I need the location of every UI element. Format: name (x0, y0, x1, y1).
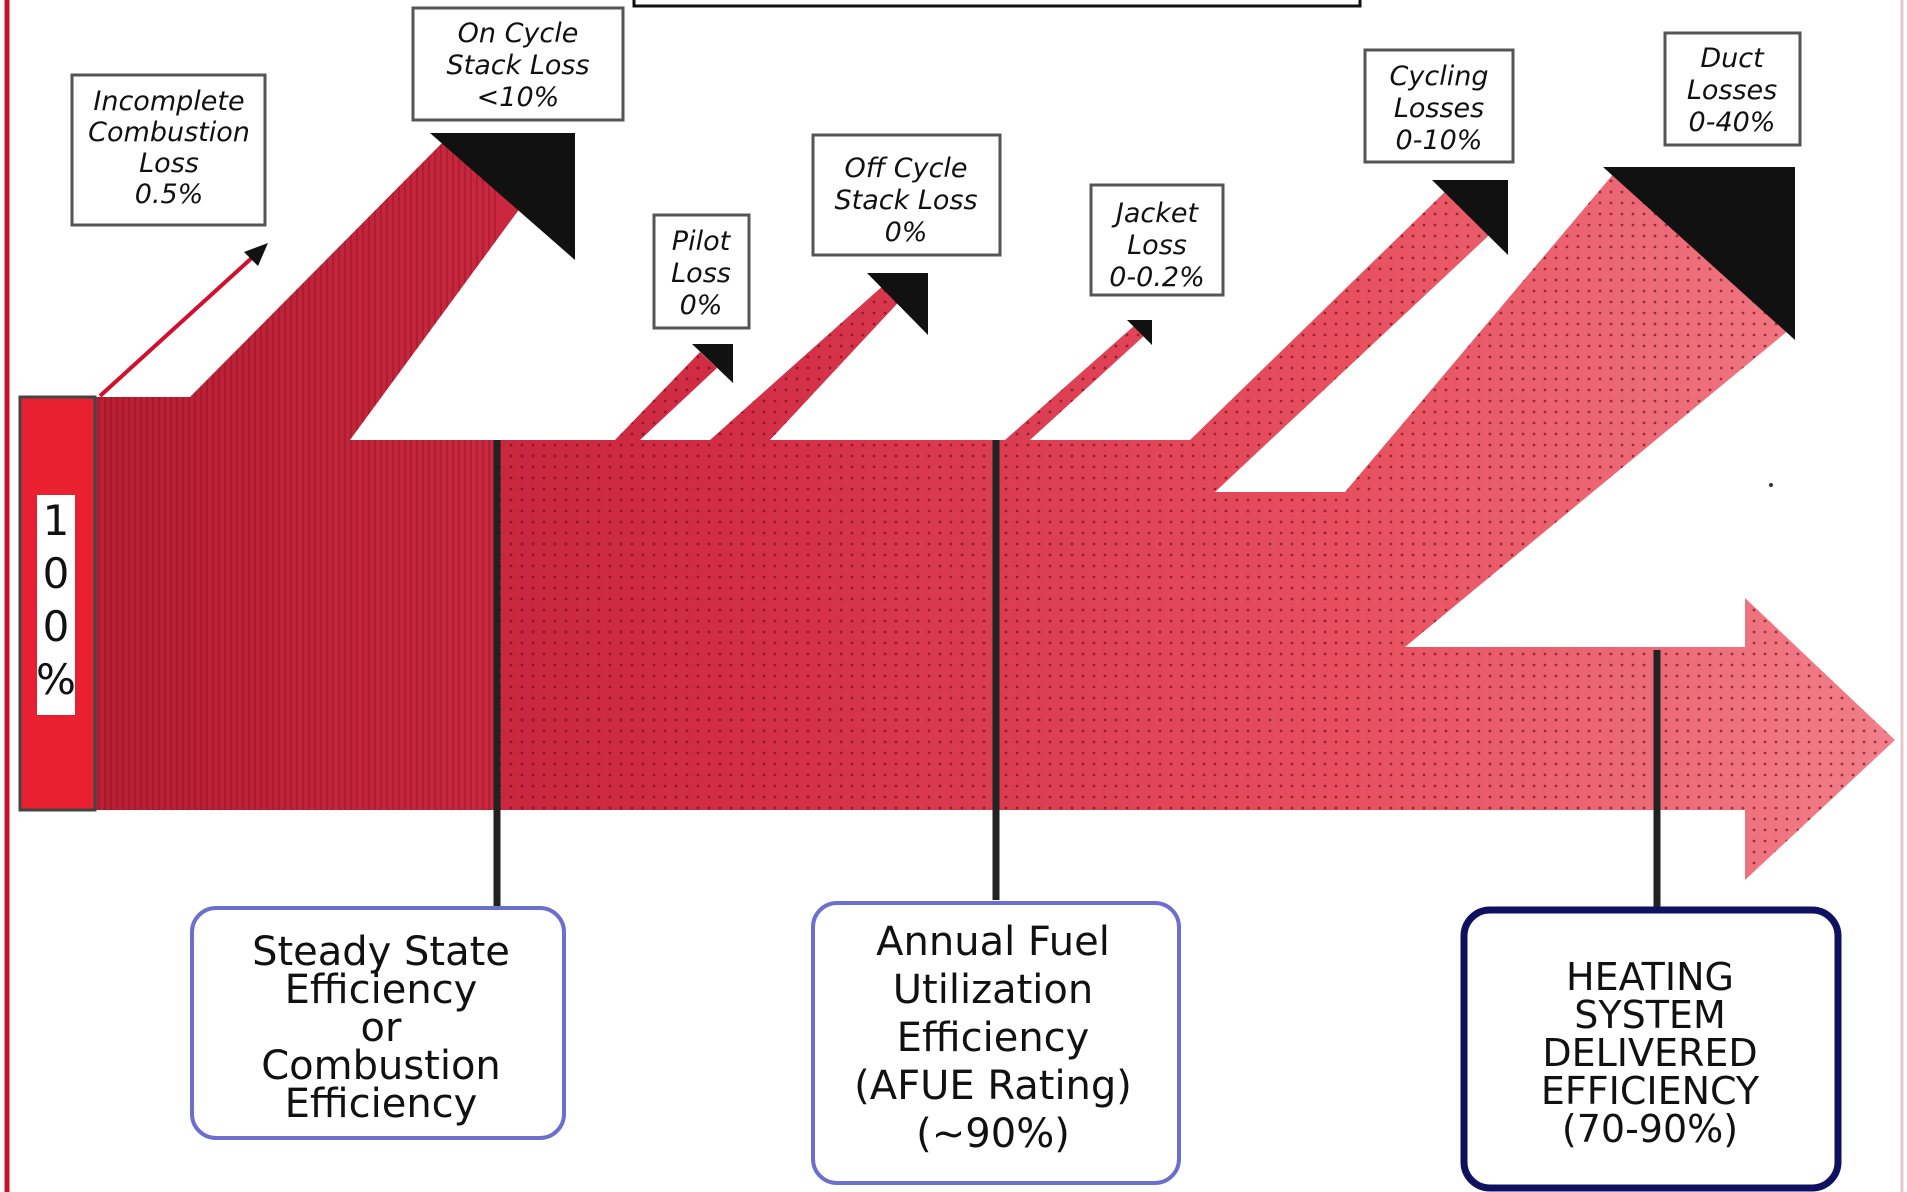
eff-delivered-line: EFFICIENCY (1541, 1069, 1760, 1113)
loss-cycling-line: 0-10% (1396, 125, 1483, 156)
loss-pilot-line: Pilot (672, 226, 732, 257)
loss-incomplete-line: 0.5% (135, 179, 204, 210)
loss-cycling-line: Cycling (1390, 61, 1489, 92)
loss-incomplete-line: Loss (139, 148, 199, 179)
eff-delivered-line: (70-90%) (1562, 1107, 1738, 1151)
loss-off-cycle-line: Stack Loss (834, 185, 977, 216)
loss-duct-line: 0-40% (1689, 107, 1776, 138)
pilot-arrowhead (692, 344, 733, 383)
loss-off-cycle-line: 0% (885, 217, 928, 248)
on-cycle-arrowhead (430, 133, 575, 260)
loss-on-cycle-line: Stack Loss (446, 50, 589, 81)
eff-steady-state-line: Combustion (261, 1043, 501, 1089)
steady-state-efficiency-box: Steady State Efficiency or Combustion Effici… (190, 906, 566, 1140)
input-percent-char: 0 (43, 549, 70, 598)
incomplete-arrowhead (244, 243, 268, 266)
loss-box-on-cycle: On Cycle Stack Loss <10% (411, 6, 625, 122)
loss-on-cycle-line: <10% (477, 82, 560, 113)
input-percent-char: % (36, 655, 76, 704)
jacket-arrowhead (1127, 320, 1152, 345)
delivered-efficiency-box: HEATING SYSTEM DELIVERED EFFICIENCY (70-90%) (1460, 906, 1842, 1192)
loss-cycling-line: Losses (1394, 93, 1484, 124)
incomplete-combustion-arrow (98, 253, 257, 398)
eff-delivered-line: DELIVERED (1542, 1031, 1757, 1075)
loss-box-pilot: Pilot Loss 0% (652, 213, 751, 330)
loss-jacket-line: 0-0.2% (1109, 262, 1205, 293)
loss-incomplete-line: Incomplete (93, 86, 244, 117)
eff-afue-line: (~90%) (916, 1111, 1070, 1157)
loss-box-off-cycle: Off Cycle Stack Loss 0% (811, 133, 1002, 257)
loss-off-cycle-line: Off Cycle (844, 153, 967, 184)
loss-box-duct: Duct Losses 0-40% (1663, 31, 1802, 147)
eff-delivered-line: HEATING (1566, 955, 1734, 999)
loss-box-jacket: Jacket Loss 0-0.2% (1089, 183, 1225, 297)
loss-box-cycling: Cycling Losses 0-10% (1363, 48, 1515, 164)
input-percent-char: 1 (43, 496, 70, 545)
afue-efficiency-box: Annual Fuel Utilization Efficiency (AFUE Ra… (811, 901, 1181, 1185)
stray-dot (1769, 483, 1773, 487)
eff-afue-line: Efficiency (897, 1015, 1090, 1061)
loss-duct-line: Duct (1700, 43, 1765, 74)
loss-incomplete-line: Combustion (88, 117, 250, 148)
eff-steady-state-line: Steady State (252, 929, 510, 975)
input-block: 1 0 0% (18, 395, 97, 812)
eff-steady-state-line: or (361, 1005, 402, 1051)
off-cycle-arrowhead (867, 273, 928, 335)
eff-afue-line: (AFUE Rating) (854, 1063, 1132, 1109)
loss-pilot-line: 0% (680, 290, 723, 321)
duct-arrowhead (1603, 167, 1795, 340)
eff-delivered-line: SYSTEM (1574, 993, 1725, 1037)
input-percent-label: 1 0 0% (36, 496, 76, 704)
loss-box-incomplete: Incomplete Combustion Loss 0.5% (70, 73, 267, 227)
loss-duct-line: Losses (1687, 75, 1777, 106)
cycling-arrowhead (1432, 180, 1508, 255)
loss-pilot-line: Loss (671, 258, 731, 289)
top-title-box (632, 0, 1362, 8)
loss-on-cycle-line: On Cycle (458, 18, 579, 49)
eff-afue-line: Utilization (893, 967, 1093, 1013)
eff-steady-state-line: Efficiency (285, 1081, 478, 1127)
loss-jacket-line: Loss (1127, 230, 1187, 261)
eff-steady-state-line: Efficiency (285, 967, 478, 1013)
loss-jacket-line: Jacket (1111, 198, 1200, 229)
input-percent-char: 0 (43, 602, 70, 651)
eff-afue-line: Annual Fuel (876, 919, 1110, 965)
